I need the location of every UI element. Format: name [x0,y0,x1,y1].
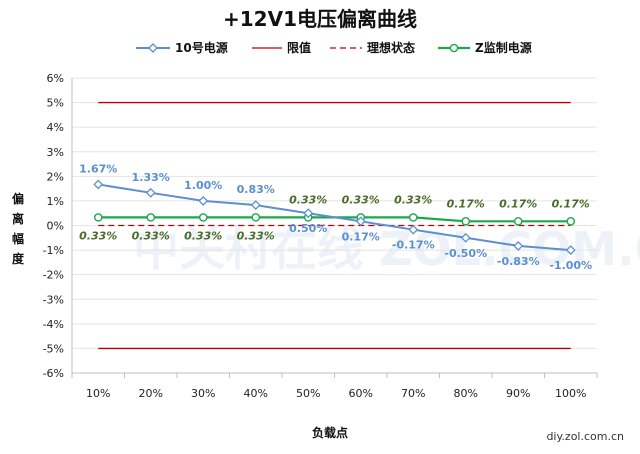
legend-label-ideal: 理想状态 [367,40,415,55]
data-label-z: 0.17% [552,197,590,210]
x-tick-label: 50% [296,387,320,400]
y-tick-label: 5% [47,97,64,110]
y-tick-label: 6% [47,72,64,85]
series-point-z [513,217,523,226]
series-point-z [566,217,576,226]
data-label-z: 0.33% [237,229,275,242]
data-label-10: 0.83% [237,183,275,196]
data-label-10: -0.83% [497,255,540,268]
y-tick-label: -6% [43,367,64,380]
legend-label-z: Z监制电源 [475,40,532,55]
y-tick-label: 2% [47,170,64,183]
data-label-z: 0.33% [184,229,222,242]
y-axis-label: 偏离幅度 [12,191,25,266]
chart-title: +12V1电压偏离曲线 [223,7,417,31]
y-tick-label: -5% [43,342,64,355]
x-axis-label: 负载点 [312,425,348,440]
series-point-z [408,213,418,222]
data-label-z: 0.33% [342,193,380,206]
data-label-z: 0.17% [447,197,485,210]
data-label-10: 1.00% [184,179,222,192]
x-tick-label: 20% [139,387,163,400]
data-label-10: 1.67% [79,162,117,175]
data-label-z: 0.33% [132,229,170,242]
x-tick-label: 10% [86,387,110,400]
series-point-z [461,217,471,226]
y-tick-label: 1% [47,195,64,208]
data-label-10: 0.17% [342,230,380,243]
data-label-10: -0.17% [392,239,435,252]
y-tick-label: 3% [47,146,64,159]
data-label-10: 0.50% [289,222,327,235]
y-tick-label: -3% [43,293,64,306]
x-tick-label: 30% [191,387,215,400]
data-label-10: -0.50% [444,247,487,260]
y-tick-label: -4% [43,318,64,331]
series-point-10 [565,245,576,256]
y-tick-label: 0% [47,220,64,233]
data-label-z: 0.33% [289,193,327,206]
x-tick-label: 90% [506,387,530,400]
x-tick-label: 40% [244,387,268,400]
legend-label-10: 10号电源 [175,40,228,55]
y-axis-label-text: 偏离幅度 [12,191,25,266]
series-point-10 [250,200,261,211]
data-label-10: -1.00% [549,259,592,272]
credit-text: diy.zol.com.cn [546,430,624,443]
series-point-z [93,213,103,222]
series-point-10 [145,187,156,198]
series-point-10 [355,216,366,227]
series-point-z [146,213,156,222]
data-label-z: 0.17% [499,197,537,210]
x-tick-label: 100% [555,387,586,400]
x-tick-label: 60% [349,387,373,400]
series-point-10 [513,240,524,251]
series-line-10 [98,183,571,252]
y-tick-label: -2% [43,269,64,282]
series-point-10 [93,179,104,190]
legend-marker-z [449,43,459,53]
data-labels: 1.67% 1.33% 1.00% 0.83% 0.50% 0.17% -0.17% -0.5… [79,162,592,272]
data-label-z: 0.33% [394,193,432,206]
y-tick-label: -1% [43,244,64,257]
series-point-z [251,213,261,222]
legend-label-limit: 限值 [287,40,311,55]
y-tick-label: 4% [47,121,64,134]
series-area [93,101,576,350]
axes: -6% -5% -4% -3% -2% -1% 0% 1% 2% 3% 4% 5% 6% 10% 20% 30… [43,72,598,400]
x-tick-label: 70% [401,387,425,400]
legend-marker-10 [148,43,158,53]
x-tick-label: 80% [454,387,478,400]
series-point-z [198,213,208,222]
legend: 10号电源 限值 理想状态 Z监制电源 [136,40,532,55]
series-point-10 [303,208,314,219]
data-label-z: 0.33% [79,229,117,242]
series-point-10 [198,195,209,206]
series-point-10 [460,232,471,243]
series-point-10 [408,224,419,235]
data-label-10: 1.33% [132,171,170,184]
